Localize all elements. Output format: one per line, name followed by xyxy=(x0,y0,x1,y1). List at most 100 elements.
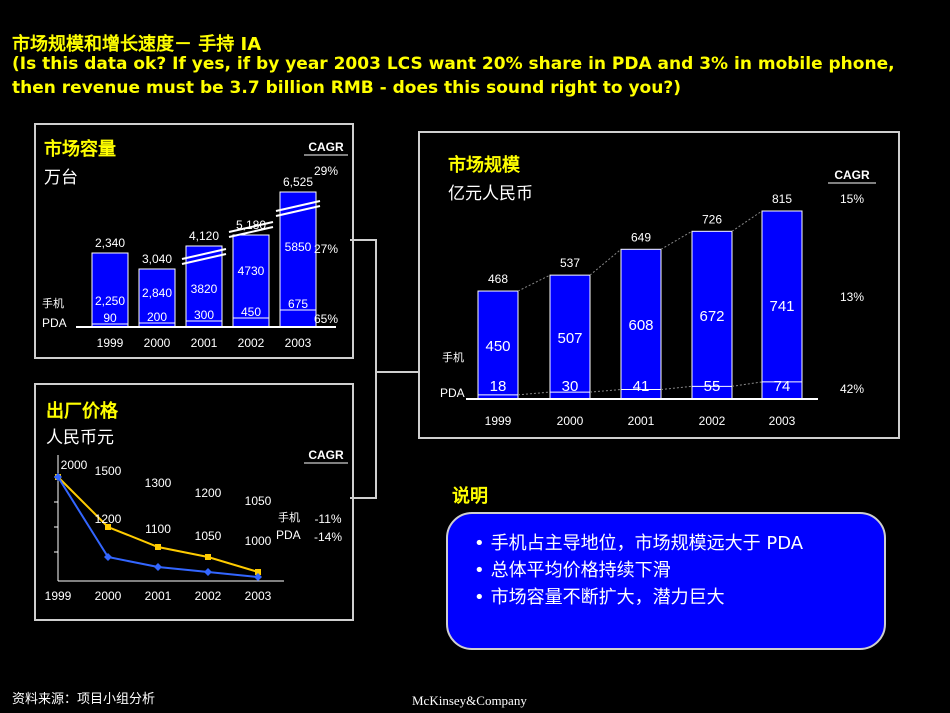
total-label: 2,340 xyxy=(95,236,125,250)
phone-value-label: 4730 xyxy=(238,264,265,278)
axis-break-mark xyxy=(275,205,321,217)
x-tick-label: 2003 xyxy=(245,589,272,603)
phone-point xyxy=(155,544,161,550)
market-size-title: 市场规模 xyxy=(448,155,520,176)
trend-connector xyxy=(589,248,622,276)
page-question: (Is this data ok? If yes, if by year 200… xyxy=(12,54,895,98)
legend-phone: 手机 xyxy=(278,510,300,524)
x-tick-label: 1999 xyxy=(45,589,72,603)
phone-value-label: 741 xyxy=(769,298,794,315)
pda-value-label: 30 xyxy=(562,378,579,395)
cagr-value: 42% xyxy=(840,382,864,396)
capacity-chart: 2,3409019993,04020020004,12030020015,180… xyxy=(42,140,348,350)
bracket-connector xyxy=(350,239,418,499)
phone-value-label: 2,250 xyxy=(95,294,125,308)
phone-value-label: 1050 xyxy=(245,494,272,508)
pda-value-label: 41 xyxy=(633,378,650,395)
phone-value-label: 672 xyxy=(699,308,724,325)
legend-pda: PDA xyxy=(276,528,301,542)
cagr-header: CAGR xyxy=(308,140,344,154)
note-item: • 手机占主导地位，市场规模远大于 PDA xyxy=(474,533,804,554)
cagr-value: 65% xyxy=(314,312,338,326)
pda-value-label: 55 xyxy=(704,378,721,395)
pda-value-label: 200 xyxy=(147,310,167,324)
x-tick-label: 2000 xyxy=(557,414,584,428)
x-tick-label: 2002 xyxy=(699,414,726,428)
pda-value-label: 450 xyxy=(241,305,261,319)
cagr-value: -14% xyxy=(314,530,342,544)
x-tick-label: 1999 xyxy=(485,414,512,428)
x-tick-label: 2003 xyxy=(285,336,312,350)
legend-phone: 手机 xyxy=(42,296,64,310)
note-item: • 市场容量不断扩大，潜力巨大 xyxy=(474,587,725,608)
cagr-value: -11% xyxy=(314,512,341,526)
axis-break-mark xyxy=(181,253,227,265)
cagr-value: 29% xyxy=(314,164,338,178)
trend-connector xyxy=(660,385,693,391)
phone-value-label: 2,840 xyxy=(142,286,172,300)
note-item: • 总体平均价格持续下滑 xyxy=(474,560,671,581)
trend-connector xyxy=(589,389,622,393)
total-label: 537 xyxy=(560,256,580,270)
phone-value-label: 1200 xyxy=(195,486,222,500)
x-tick-label: 2002 xyxy=(238,336,265,350)
pda-point xyxy=(54,473,62,481)
page-title: 市场规模和增长速度－ 手持 IA xyxy=(12,34,262,55)
x-tick-label: 2002 xyxy=(195,589,222,603)
pda-value-label: 1000 xyxy=(245,534,272,548)
cagr-value: 13% xyxy=(840,290,864,304)
legend-phone: 手机 xyxy=(442,350,464,364)
x-tick-label: 1999 xyxy=(97,336,124,350)
x-tick-label: 2003 xyxy=(769,414,796,428)
price-chart: 2000 1500 1300 1200 1050 1200 1100 1050 1000 1999… xyxy=(45,448,348,603)
axis-break-mark xyxy=(228,226,274,238)
price-title: 出厂价格 xyxy=(46,401,118,422)
cagr-value: 27% xyxy=(314,242,338,256)
phone-bar xyxy=(691,230,733,400)
pda-value-label: 1100 xyxy=(145,522,171,536)
pda-value-label: 675 xyxy=(288,297,308,311)
trend-connector xyxy=(731,381,763,387)
market-size-unit: 亿元人民币 xyxy=(448,184,533,204)
x-tick-label: 2001 xyxy=(628,414,655,428)
phone-bar xyxy=(91,252,129,328)
phone-point xyxy=(205,554,211,560)
trend-connector xyxy=(517,274,551,292)
x-tick-label: 2001 xyxy=(191,336,218,350)
pda-value-label: 74 xyxy=(774,378,791,395)
trend-connector xyxy=(517,391,551,396)
pda-value-label: 1200 xyxy=(95,512,122,526)
x-tick-label: 2000 xyxy=(144,336,171,350)
brand-logo: McKinsey&Company xyxy=(412,693,527,708)
cagr-header: CAGR xyxy=(308,448,344,462)
phone-value-label: 2000 xyxy=(61,458,88,472)
cagr-value: 15% xyxy=(840,192,864,206)
phone-value-label: 507 xyxy=(557,330,582,347)
trend-connector xyxy=(660,230,693,250)
pda-point xyxy=(104,553,112,561)
phone-bar xyxy=(138,268,176,328)
axis-break-mark xyxy=(228,221,274,233)
x-tick-label: 2001 xyxy=(145,589,172,603)
capacity-panel: 市场容量 万台 2,340 90 1999 3,040 200 2000 4,120 300 2… xyxy=(34,123,354,359)
phone-value-label: 3820 xyxy=(191,282,218,296)
total-label: 3,040 xyxy=(142,252,172,266)
total-label: 468 xyxy=(488,272,508,286)
capacity-unit: 万台 xyxy=(44,168,78,188)
total-label: 4,120 xyxy=(189,229,219,243)
price-unit: 人民币元 xyxy=(46,428,114,448)
market-size-chart: 468 450 18 1999 537 507 30 2000 649 608 41 2001 726 6… xyxy=(440,168,876,428)
capacity-title: 市场容量 xyxy=(44,139,116,160)
phone-bar xyxy=(232,234,270,328)
pda-point xyxy=(204,568,212,576)
market-size-panel: 市场规模 亿元人民币 468 450 18 1999 537 507 30 2000 649 60… xyxy=(418,131,900,439)
total-label: 6,525 xyxy=(283,175,313,189)
trend-connector xyxy=(731,210,763,232)
pda-value-label: 300 xyxy=(194,308,214,322)
phone-value-label: 1300 xyxy=(145,476,172,490)
phone-value-label: 1500 xyxy=(95,464,122,478)
phone-value-label: 608 xyxy=(628,317,653,334)
phone-bar xyxy=(549,274,591,400)
total-label: 815 xyxy=(772,192,792,206)
x-tick-label: 2000 xyxy=(95,589,122,603)
